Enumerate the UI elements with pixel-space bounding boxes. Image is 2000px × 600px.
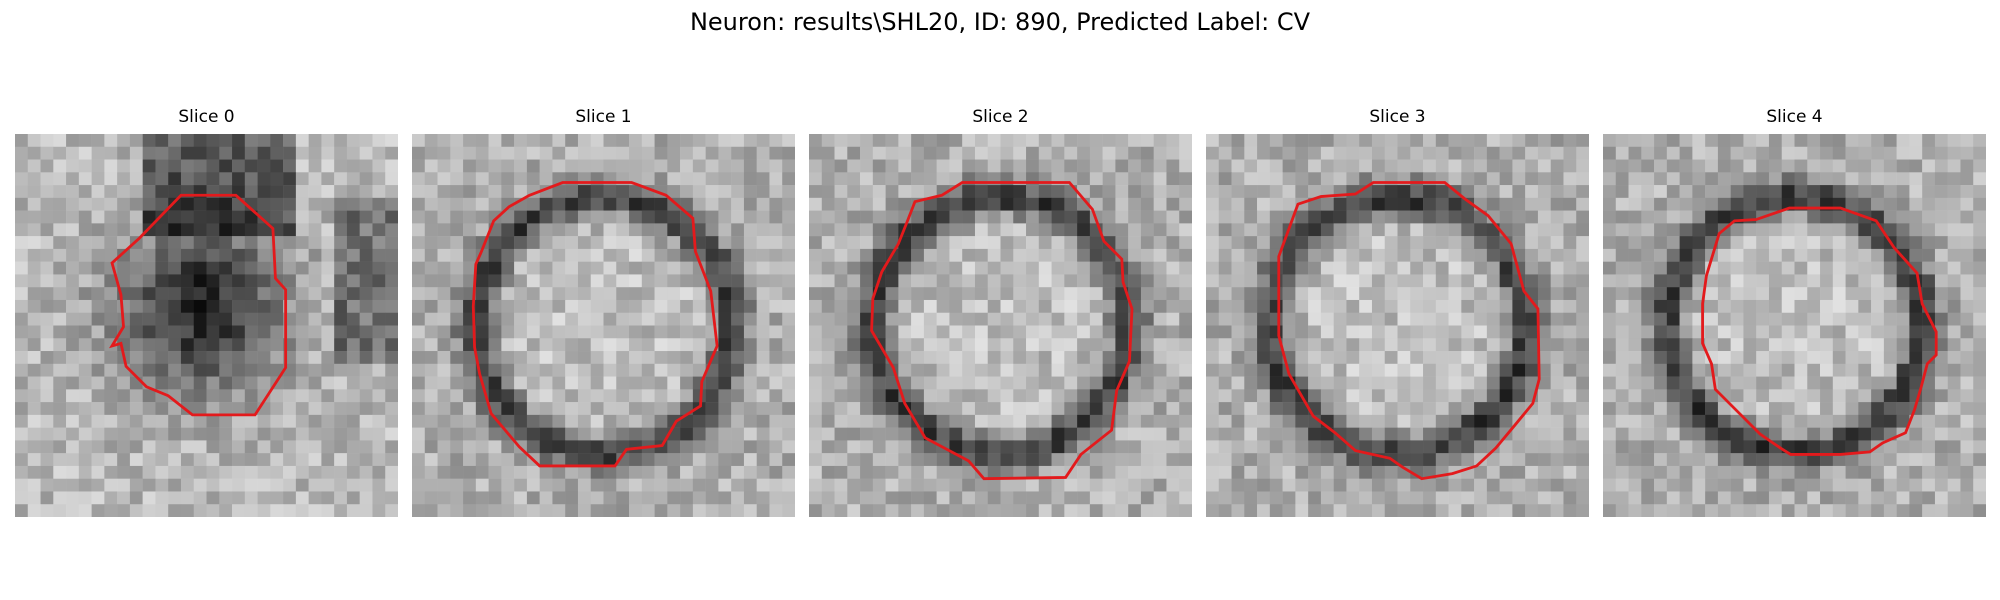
segmentation-contour [1277,181,1541,481]
slice-title: Slice 1 [575,107,632,127]
slice-title: Slice 0 [178,107,235,127]
pixel-grid [412,134,795,517]
slice-title: Slice 4 [1766,107,1823,127]
segmentation-contour [870,181,1134,481]
segmentation-contour [108,193,288,417]
segmentation-contour [1701,206,1938,456]
slice-image [1603,134,1986,517]
pixel-grid [809,134,1192,517]
slice-title: Slice 3 [1369,107,1426,127]
pixel-grid [15,134,398,517]
slice-image [809,134,1192,517]
segmentation-contour [471,181,719,468]
figure-title: Neuron: results\SHL20, ID: 890, Predicte… [689,8,1311,36]
pixel-grid [1603,134,1986,517]
slice-image [1206,134,1589,517]
slice-image [15,134,398,517]
slice-image [412,134,795,517]
pixel-grid [1206,134,1589,517]
slice-title: Slice 2 [972,107,1029,127]
